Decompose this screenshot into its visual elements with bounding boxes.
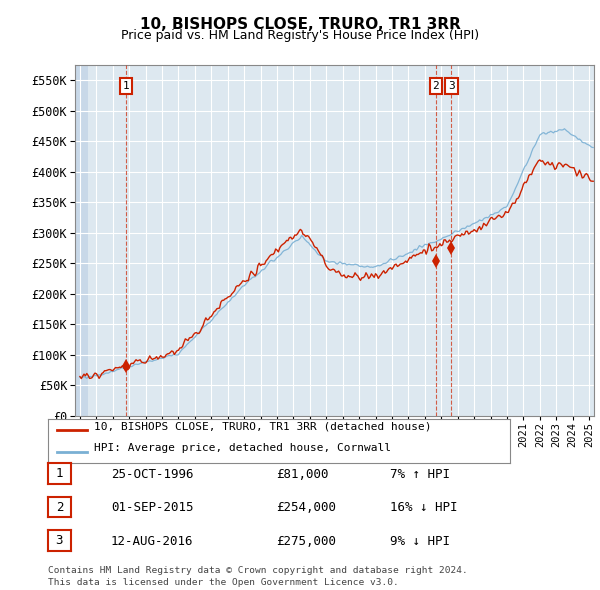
Text: 2: 2 [56, 500, 63, 514]
Text: 1: 1 [123, 81, 130, 91]
Text: Contains HM Land Registry data © Crown copyright and database right 2024.
This d: Contains HM Land Registry data © Crown c… [48, 566, 468, 587]
Text: 2: 2 [433, 81, 439, 91]
Text: 25-OCT-1996: 25-OCT-1996 [111, 468, 193, 481]
Text: HPI: Average price, detached house, Cornwall: HPI: Average price, detached house, Corn… [94, 444, 391, 454]
Text: £275,000: £275,000 [276, 535, 336, 548]
Text: £81,000: £81,000 [276, 468, 329, 481]
Text: £254,000: £254,000 [276, 502, 336, 514]
Text: 7% ↑ HPI: 7% ↑ HPI [390, 468, 450, 481]
Text: 12-AUG-2016: 12-AUG-2016 [111, 535, 193, 548]
Text: 01-SEP-2015: 01-SEP-2015 [111, 502, 193, 514]
Polygon shape [75, 65, 88, 416]
Text: 3: 3 [448, 81, 455, 91]
Text: Price paid vs. HM Land Registry's House Price Index (HPI): Price paid vs. HM Land Registry's House … [121, 30, 479, 42]
Text: 3: 3 [56, 534, 63, 548]
Text: 16% ↓ HPI: 16% ↓ HPI [390, 502, 458, 514]
Text: 10, BISHOPS CLOSE, TRURO, TR1 3RR (detached house): 10, BISHOPS CLOSE, TRURO, TR1 3RR (detac… [94, 421, 432, 431]
Text: 9% ↓ HPI: 9% ↓ HPI [390, 535, 450, 548]
Text: 10, BISHOPS CLOSE, TRURO, TR1 3RR: 10, BISHOPS CLOSE, TRURO, TR1 3RR [140, 17, 460, 31]
Text: 1: 1 [56, 467, 63, 480]
